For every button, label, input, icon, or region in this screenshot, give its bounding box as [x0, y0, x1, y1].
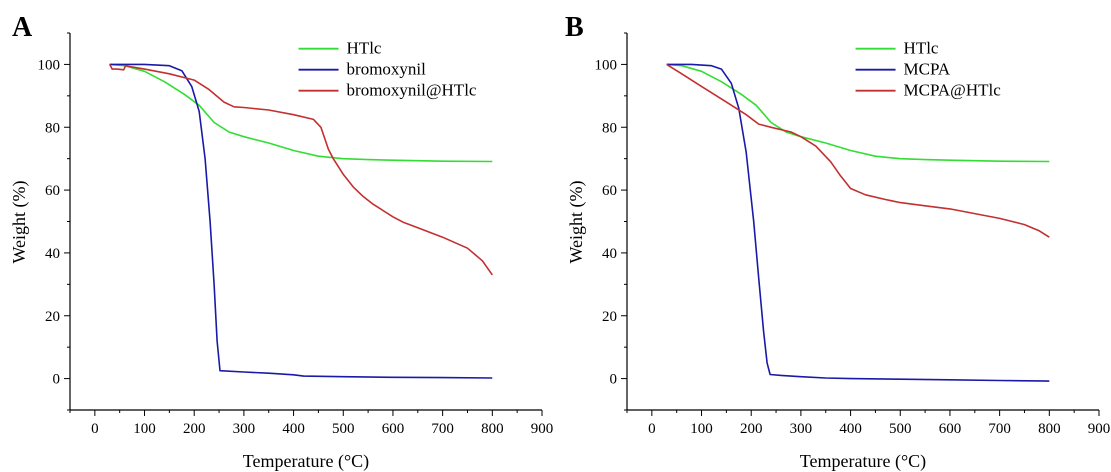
panel-a-series-bromoxynil-line [109, 63, 493, 379]
panel-a-x-tick-label: 400 [282, 421, 305, 437]
panel-b-y-tick-label: 60 [602, 183, 617, 199]
panel-b-axes: 0 100 200 300 400 500 600 700 800 900 0 20 40 60 80 100 [595, 32, 1111, 437]
panel-b-x-tick-label: 100 [690, 421, 713, 437]
panel-b-x-axis-title: Temperature (°C) [800, 451, 926, 472]
panel-a-series-htlc-line [109, 63, 493, 163]
panel-a-x-axis-title: Temperature (°C) [243, 451, 369, 472]
panel-b-legend: HTlc MCPA MCPA@HTlc [855, 39, 1002, 100]
panel-letter-a: A [12, 12, 33, 43]
panel-a-plot [108, 63, 493, 379]
panel-b-series-mcpa-line [666, 63, 1050, 382]
panel-b-y-tick-label: 80 [602, 120, 617, 136]
panel-b-x-tick-label: 700 [988, 421, 1011, 437]
panel-a-x-tick-label: 700 [431, 421, 454, 437]
panel-a-axes: 0 100 200 300 400 500 600 700 800 900 0 20 40 60 80 100 [38, 32, 554, 437]
panel-a-legend-label-bromoxynil: bromoxynil [347, 60, 427, 79]
panel-b-x-tick-label: 800 [1038, 421, 1061, 437]
panel-b-x-tick-label: 200 [740, 421, 763, 437]
panel-b-x-tick-label: 400 [839, 421, 862, 437]
panel-a-y-tick-label: 20 [45, 309, 60, 325]
panel-b-y-tick-label: 20 [602, 309, 617, 325]
panel-a-x-tick-label: 100 [133, 421, 156, 437]
panel-b-series-htlc-line [666, 63, 1050, 163]
panel-a-legend-label-htlc: HTlc [347, 39, 382, 58]
panel-b-legend-label-mcpa-htlc: MCPA@HTlc [904, 81, 1002, 100]
panel-a-x-tick-label: 600 [382, 421, 405, 437]
panel-a-y-axis-title: Weight (%) [9, 180, 30, 263]
panel-a-x-tick-label: 200 [183, 421, 206, 437]
panel-b-x-tick-label: 600 [939, 421, 962, 437]
panel-a-x-tick-label: 500 [332, 421, 355, 437]
panel-a-x-tick-label: 0 [91, 421, 99, 437]
panel-a-x-tick-label: 800 [481, 421, 504, 437]
panel-a-x-tick-label: 900 [531, 421, 554, 437]
panel-b-y-tick-label: 40 [602, 246, 617, 262]
panel-a-y-tick-label: 0 [53, 372, 61, 388]
panel-b-x-tick-label: 900 [1088, 421, 1111, 437]
panel-b-legend-label-htlc: HTlc [904, 39, 939, 58]
panel-a: A 0 100 200 300 400 500 600 700 800 900 0 20 40 60 80 1… [9, 12, 553, 472]
panel-a-x-tick-label: 300 [233, 421, 256, 437]
panel-b-y-tick-label: 0 [610, 372, 618, 388]
panel-b-legend-label-mcpa: MCPA [904, 60, 951, 79]
panel-a-y-tick-label: 80 [45, 120, 60, 136]
panel-b-x-tick-label: 500 [889, 421, 912, 437]
panel-b-plot [666, 63, 1050, 382]
panel-a-legend-label-bromoxynil-htlc: bromoxynil@HTlc [347, 81, 477, 100]
panel-letter-b: B [565, 12, 584, 43]
panel-b-x-tick-label: 0 [648, 421, 656, 437]
panel-b-y-axis-title: Weight (%) [566, 180, 587, 263]
panel-a-y-tick-label: 60 [45, 183, 60, 199]
panel-b: B 0 100 200 300 400 500 600 700 800 900 0 20 40 60 80 1… [565, 12, 1110, 472]
panel-a-series-bromoxynil-htlc-line [108, 64, 493, 276]
panel-b-x-tick-label: 300 [790, 421, 813, 437]
panel-b-series-mcpa-htlc-line [666, 63, 1050, 238]
panel-b-y-tick-label: 100 [595, 57, 618, 73]
panel-a-y-tick-label: 40 [45, 246, 60, 262]
panel-a-y-tick-label: 100 [38, 57, 61, 73]
panel-a-legend: HTlc bromoxynil bromoxynil@HTlc [298, 39, 477, 100]
